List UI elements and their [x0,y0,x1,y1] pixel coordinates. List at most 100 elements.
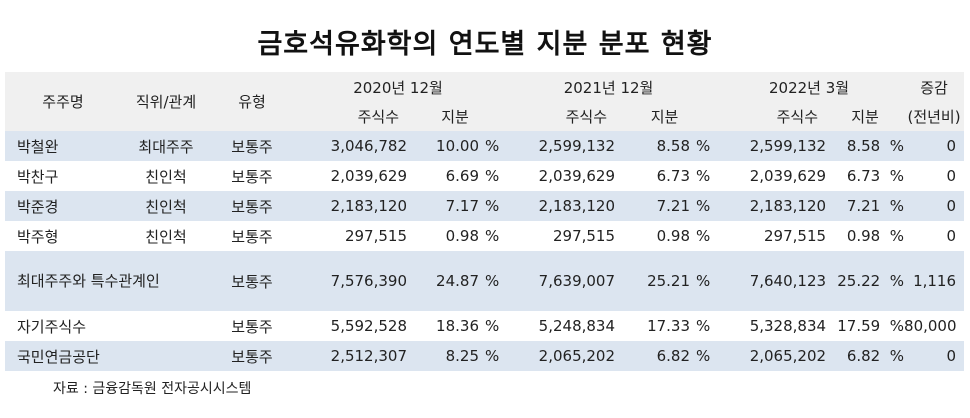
shares-2020: 7,576,390 [293,251,407,311]
header-row-1: 주주명 직위/관계 유형 2020년 12월 2021년 12월 2022년 3… [5,72,965,131]
shareholder-name: 박찬구 [5,161,121,191]
shareholder-relation: 친인척 [121,161,211,191]
header-relation: 직위/관계 [121,72,211,131]
percent-sign: % [690,311,715,341]
table-row: 박주형 친인척 보통주 297,515 0.98 % 297,515 0.98 … [5,221,965,251]
stake-2020: 7.17 [407,191,479,221]
header-name: 주주명 [5,72,121,131]
stake-2021: 0.98 [615,221,691,251]
shares-2020: 297,515 [293,221,407,251]
share-type: 보통주 [211,161,293,191]
percent-sign: % [690,221,715,251]
table-row: 자기주식수 보통주 5,592,528 18.36 % 5,248,834 17… [5,311,965,341]
share-type: 보통주 [211,131,293,161]
percent-sign: % [690,251,715,311]
stake-2021: 8.58 [615,131,691,161]
shares-2021: 2,065,202 [503,341,616,371]
shareholder-relation: 최대주주 [121,131,211,161]
stake-2020: 6.69 [407,161,479,191]
stake-change: 0 [904,131,965,161]
shares-2022: 5,328,834 [714,311,827,341]
stake-2021: 7.21 [615,191,691,221]
percent-sign: % [479,251,504,311]
header-type: 유형 [211,72,293,131]
shareholder-name: 자기주식수 [5,311,211,341]
shares-2022: 297,515 [714,221,827,251]
shares-2022: 7,640,123 [714,251,827,311]
header-change: 증감 [904,72,965,102]
stake-2021: 17.33 [615,311,691,341]
header-shares: 주식수 [293,102,407,131]
header-shares: 주식수 [503,102,616,131]
stake-2022: 6.82 % [826,341,905,371]
shares-2021: 2,039,629 [503,161,616,191]
percent-sign: % [690,131,715,161]
shares-2020: 5,592,528 [293,311,407,341]
shareholder-relation: 친인척 [121,191,211,221]
stake-change: 0 [904,191,965,221]
shareholding-table: 주주명 직위/관계 유형 2020년 12월 2021년 12월 2022년 3… [5,72,965,371]
percent-sign: % [690,161,715,191]
shares-2020: 2,039,629 [293,161,407,191]
table-row: 박준경 친인척 보통주 2,183,120 7.17 % 2,183,120 7… [5,191,965,221]
percent-sign: % [479,341,504,371]
table-row: 국민연금공단 보통주 2,512,307 8.25 % 2,065,202 6.… [5,341,965,371]
shares-2021: 2,599,132 [503,131,616,161]
shareholder-relation: 친인척 [121,221,211,251]
header-period-2020: 2020년 12월 [293,72,504,102]
shareholder-name: 박철완 [5,131,121,161]
shares-2021: 7,639,007 [503,251,616,311]
header-stake: 지분 [615,102,715,131]
header-change-sub: (전년비) [904,102,965,131]
share-type: 보통주 [211,191,293,221]
stake-2020: 10.00 [407,131,479,161]
percent-sign: % [690,191,715,221]
shares-2021: 297,515 [503,221,616,251]
share-type: 보통주 [211,251,293,311]
stake-2021: 6.73 [615,161,691,191]
share-type: 보통주 [211,341,293,371]
stake-change: 80,000 [904,311,965,341]
percent-sign: % [479,221,504,251]
header-stake: 지분 [826,102,905,131]
shareholder-name: 박주형 [5,221,121,251]
share-type: 보통주 [211,311,293,341]
stake-2022: 0.98 % [826,221,905,251]
stake-2020: 8.25 [407,341,479,371]
header-period-2022: 2022년 3월 [714,72,905,102]
page-title: 금호석유화학의 연도별 지분 분포 현황 [257,29,713,60]
stake-2022: 6.73 % [826,161,905,191]
stake-change: 0 [904,221,965,251]
stake-change: 1,116 [904,251,965,311]
shares-2020: 2,512,307 [293,341,407,371]
stake-change: 0 [904,161,965,191]
percent-sign: % [690,341,715,371]
stake-2020: 18.36 [407,311,479,341]
shares-2022: 2,039,629 [714,161,827,191]
percent-sign: % [479,311,504,341]
source-note: 자료 : 금융감독원 전자공시시스템 [53,381,252,397]
stake-change: 0 [904,341,965,371]
share-type: 보통주 [211,221,293,251]
stake-2021: 6.82 [615,341,691,371]
shares-2021: 2,183,120 [503,191,616,221]
percent-sign: % [479,161,504,191]
header-row-2: 주식수 지분 주식수 지분 주식수 지분 (전년비) [5,102,965,131]
stake-2020: 24.87 [407,251,479,311]
stake-2022: 8.58 % [826,131,905,161]
percent-sign: % [479,131,504,161]
shares-2022: 2,065,202 [714,341,827,371]
shareholder-name: 국민연금공단 [5,341,211,371]
shares-2022: 2,183,120 [714,191,827,221]
header-shares: 주식수 [714,102,827,131]
stake-2021: 25.21 [615,251,691,311]
shares-2020: 2,183,120 [293,191,407,221]
shares-2021: 5,248,834 [503,311,616,341]
stake-2022: 7.21 % [826,191,905,221]
table-row: 박찬구 친인척 보통주 2,039,629 6.69 % 2,039,629 6… [5,161,965,191]
header-stake: 지분 [407,102,504,131]
table-row: 최대주주와 특수관계인 보통주 7,576,390 24.87 % 7,639,… [5,251,965,311]
table-row: 박철완 최대주주 보통주 3,046,782 10.00 % 2,599,132… [5,131,965,161]
shares-2022: 2,599,132 [714,131,827,161]
stake-2022: 17.59 % [826,311,905,341]
